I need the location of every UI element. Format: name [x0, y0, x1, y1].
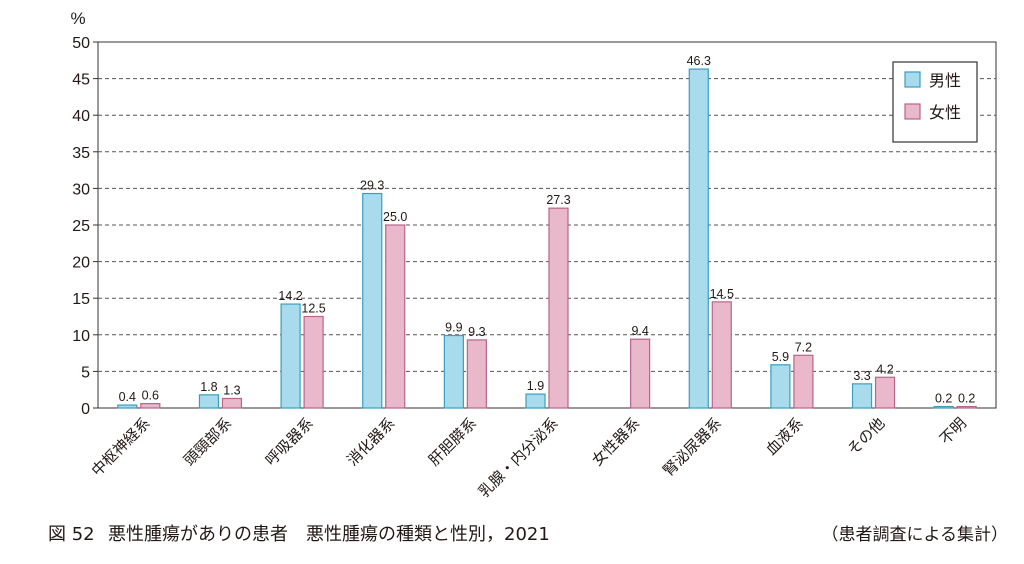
data-label: 0.6 [142, 389, 159, 403]
bar-female [466, 339, 487, 409]
data-label: 0.4 [119, 390, 136, 404]
figure-caption: 図 52 悪性腫瘍がありの患者 悪性腫瘍の種類と性別，2021 （患者調査による… [48, 520, 1008, 550]
x-tick-label: 不明 [936, 414, 970, 448]
data-label: 7.2 [795, 340, 812, 354]
bar-female [140, 403, 161, 409]
legend-swatch [904, 103, 921, 120]
data-label: 1.9 [527, 379, 544, 393]
legend-label: 男性 [929, 71, 961, 90]
y-tick-label: 30 [72, 181, 90, 198]
y-tick-label: 25 [72, 218, 90, 235]
x-tick-label: その他 [844, 414, 889, 459]
y-tick-label: 5 [81, 364, 90, 381]
legend-label: 女性 [929, 103, 961, 122]
figure-title: 悪性腫瘍がありの患者 悪性腫瘍の種類と性別，2021 [108, 524, 550, 545]
data-label: 9.9 [445, 321, 462, 335]
data-labels: 0.4 0.6 1.8 1.3 14.212.5 29.3 25.0 9.9 9.3 1.9 27.… [119, 54, 976, 405]
bar-male [770, 364, 791, 409]
data-label: 5.9 [772, 350, 789, 364]
y-tick-label: 15 [72, 291, 90, 308]
bar-male [117, 404, 138, 409]
data-label: 0.2 [958, 392, 975, 406]
x-tick-label: 肝胆膵系 [425, 414, 480, 469]
y-axis: 0 5 10 15 20 25 30 35 40 45 50% [70, 9, 98, 418]
bar-female [711, 301, 732, 409]
bar-male [525, 393, 546, 409]
x-tick-label: 乳腺・内分泌系 [475, 414, 562, 501]
x-tick-label: 中枢神経系 [88, 414, 154, 480]
y-tick-label: 50 [72, 35, 90, 52]
data-label: 46.3 [687, 54, 711, 68]
data-label: 14.2 [278, 289, 302, 303]
x-tick-label: 血液系 [762, 414, 807, 459]
x-tick-label: 呼吸器系 [262, 414, 317, 469]
x-tick-label: 腎泌尿器系 [659, 414, 725, 480]
data-label: 0.2 [935, 392, 952, 406]
data-label: 1.3 [223, 383, 240, 397]
data-label: 27.3 [546, 193, 570, 207]
figure-label: 図 52 [48, 524, 95, 545]
bar-male [362, 192, 383, 409]
data-label: 14.5 [710, 287, 734, 301]
y-tick-label: 35 [72, 145, 90, 162]
data-label: 3.3 [853, 369, 870, 383]
x-tick-label: 消化器系 [343, 414, 398, 469]
bar-female [385, 224, 406, 409]
bar-female [303, 315, 324, 409]
bar-male [443, 334, 464, 409]
bar-female [221, 397, 243, 409]
x-tick-label: 頭頸部系 [180, 414, 235, 469]
bar-male [198, 394, 220, 409]
bar-male [851, 383, 873, 409]
bar-male [280, 303, 301, 409]
legend-box [892, 61, 978, 143]
data-label: 25.0 [383, 210, 407, 224]
y-axis-unit: % [70, 9, 85, 28]
bar-female [793, 354, 814, 409]
legend-swatch [904, 71, 921, 88]
bars [117, 68, 977, 409]
y-tick-label: 40 [72, 108, 90, 125]
bar-male [933, 405, 954, 409]
y-tick-label: 10 [72, 328, 90, 345]
bar-male [688, 68, 709, 409]
data-label: 1.8 [200, 380, 217, 394]
y-tick-label: 20 [72, 255, 90, 272]
y-tick-label: 0 [81, 401, 90, 418]
y-tick-label: 45 [72, 72, 90, 89]
figure-source-note: （患者調査による集計） [821, 525, 1009, 545]
bar-female [874, 376, 896, 409]
data-label: 29.3 [360, 179, 384, 193]
bar-female [630, 338, 651, 409]
bar-chart: 0 5 10 15 20 25 30 35 40 45 50% 0.4 0.6 1.8 1.3 14.212… [70, 9, 997, 501]
x-tick-label: 女性器系 [588, 414, 643, 469]
data-label: 9.4 [631, 324, 648, 338]
data-label: 4.2 [876, 362, 893, 376]
data-label: 9.3 [468, 325, 485, 339]
bar-female [956, 405, 977, 409]
data-label: 12.5 [301, 302, 325, 316]
grid-lines [97, 41, 997, 409]
bar-female [548, 207, 569, 409]
